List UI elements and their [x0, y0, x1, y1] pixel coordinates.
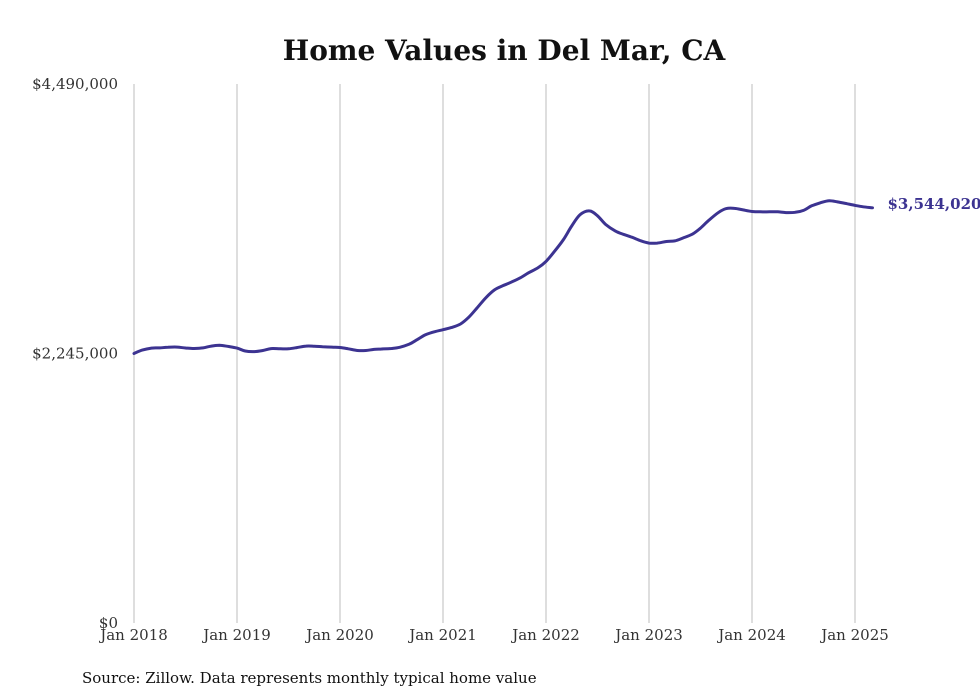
x-tick-label: Jan 2018 [98, 626, 168, 644]
chart-title: Home Values in Del Mar, CA [283, 34, 727, 67]
series-line-0 [132, 199, 874, 355]
series-layer: $3,544,020 [132, 195, 980, 355]
x-tick-label: Jan 2024 [716, 626, 786, 644]
y-axis-ticks: $0 $2,245,000 $4,490,000 [32, 75, 118, 632]
x-axis-ticks: Jan 2018 Jan 2019 Jan 2020 Jan 2021 Jan 2022… [98, 626, 889, 644]
series-end-label: $3,544,020 [888, 195, 980, 213]
x-tick-label: Jan 2023 [613, 626, 683, 644]
y-tick-label: $2,245,000 [32, 345, 118, 363]
x-tick-label: Jan 2022 [510, 626, 580, 644]
x-tick-label: Jan 2025 [819, 626, 889, 644]
x-tick-label: Jan 2019 [201, 626, 271, 644]
x-tick-label: Jan 2021 [407, 626, 477, 644]
y-tick-label: $4,490,000 [32, 75, 118, 93]
y-tick-label: $0 [99, 614, 118, 632]
grid-layer [133, 84, 856, 623]
x-tick-label: Jan 2020 [304, 626, 374, 644]
source-note: Source: Zillow. Data represents monthly … [82, 669, 537, 687]
